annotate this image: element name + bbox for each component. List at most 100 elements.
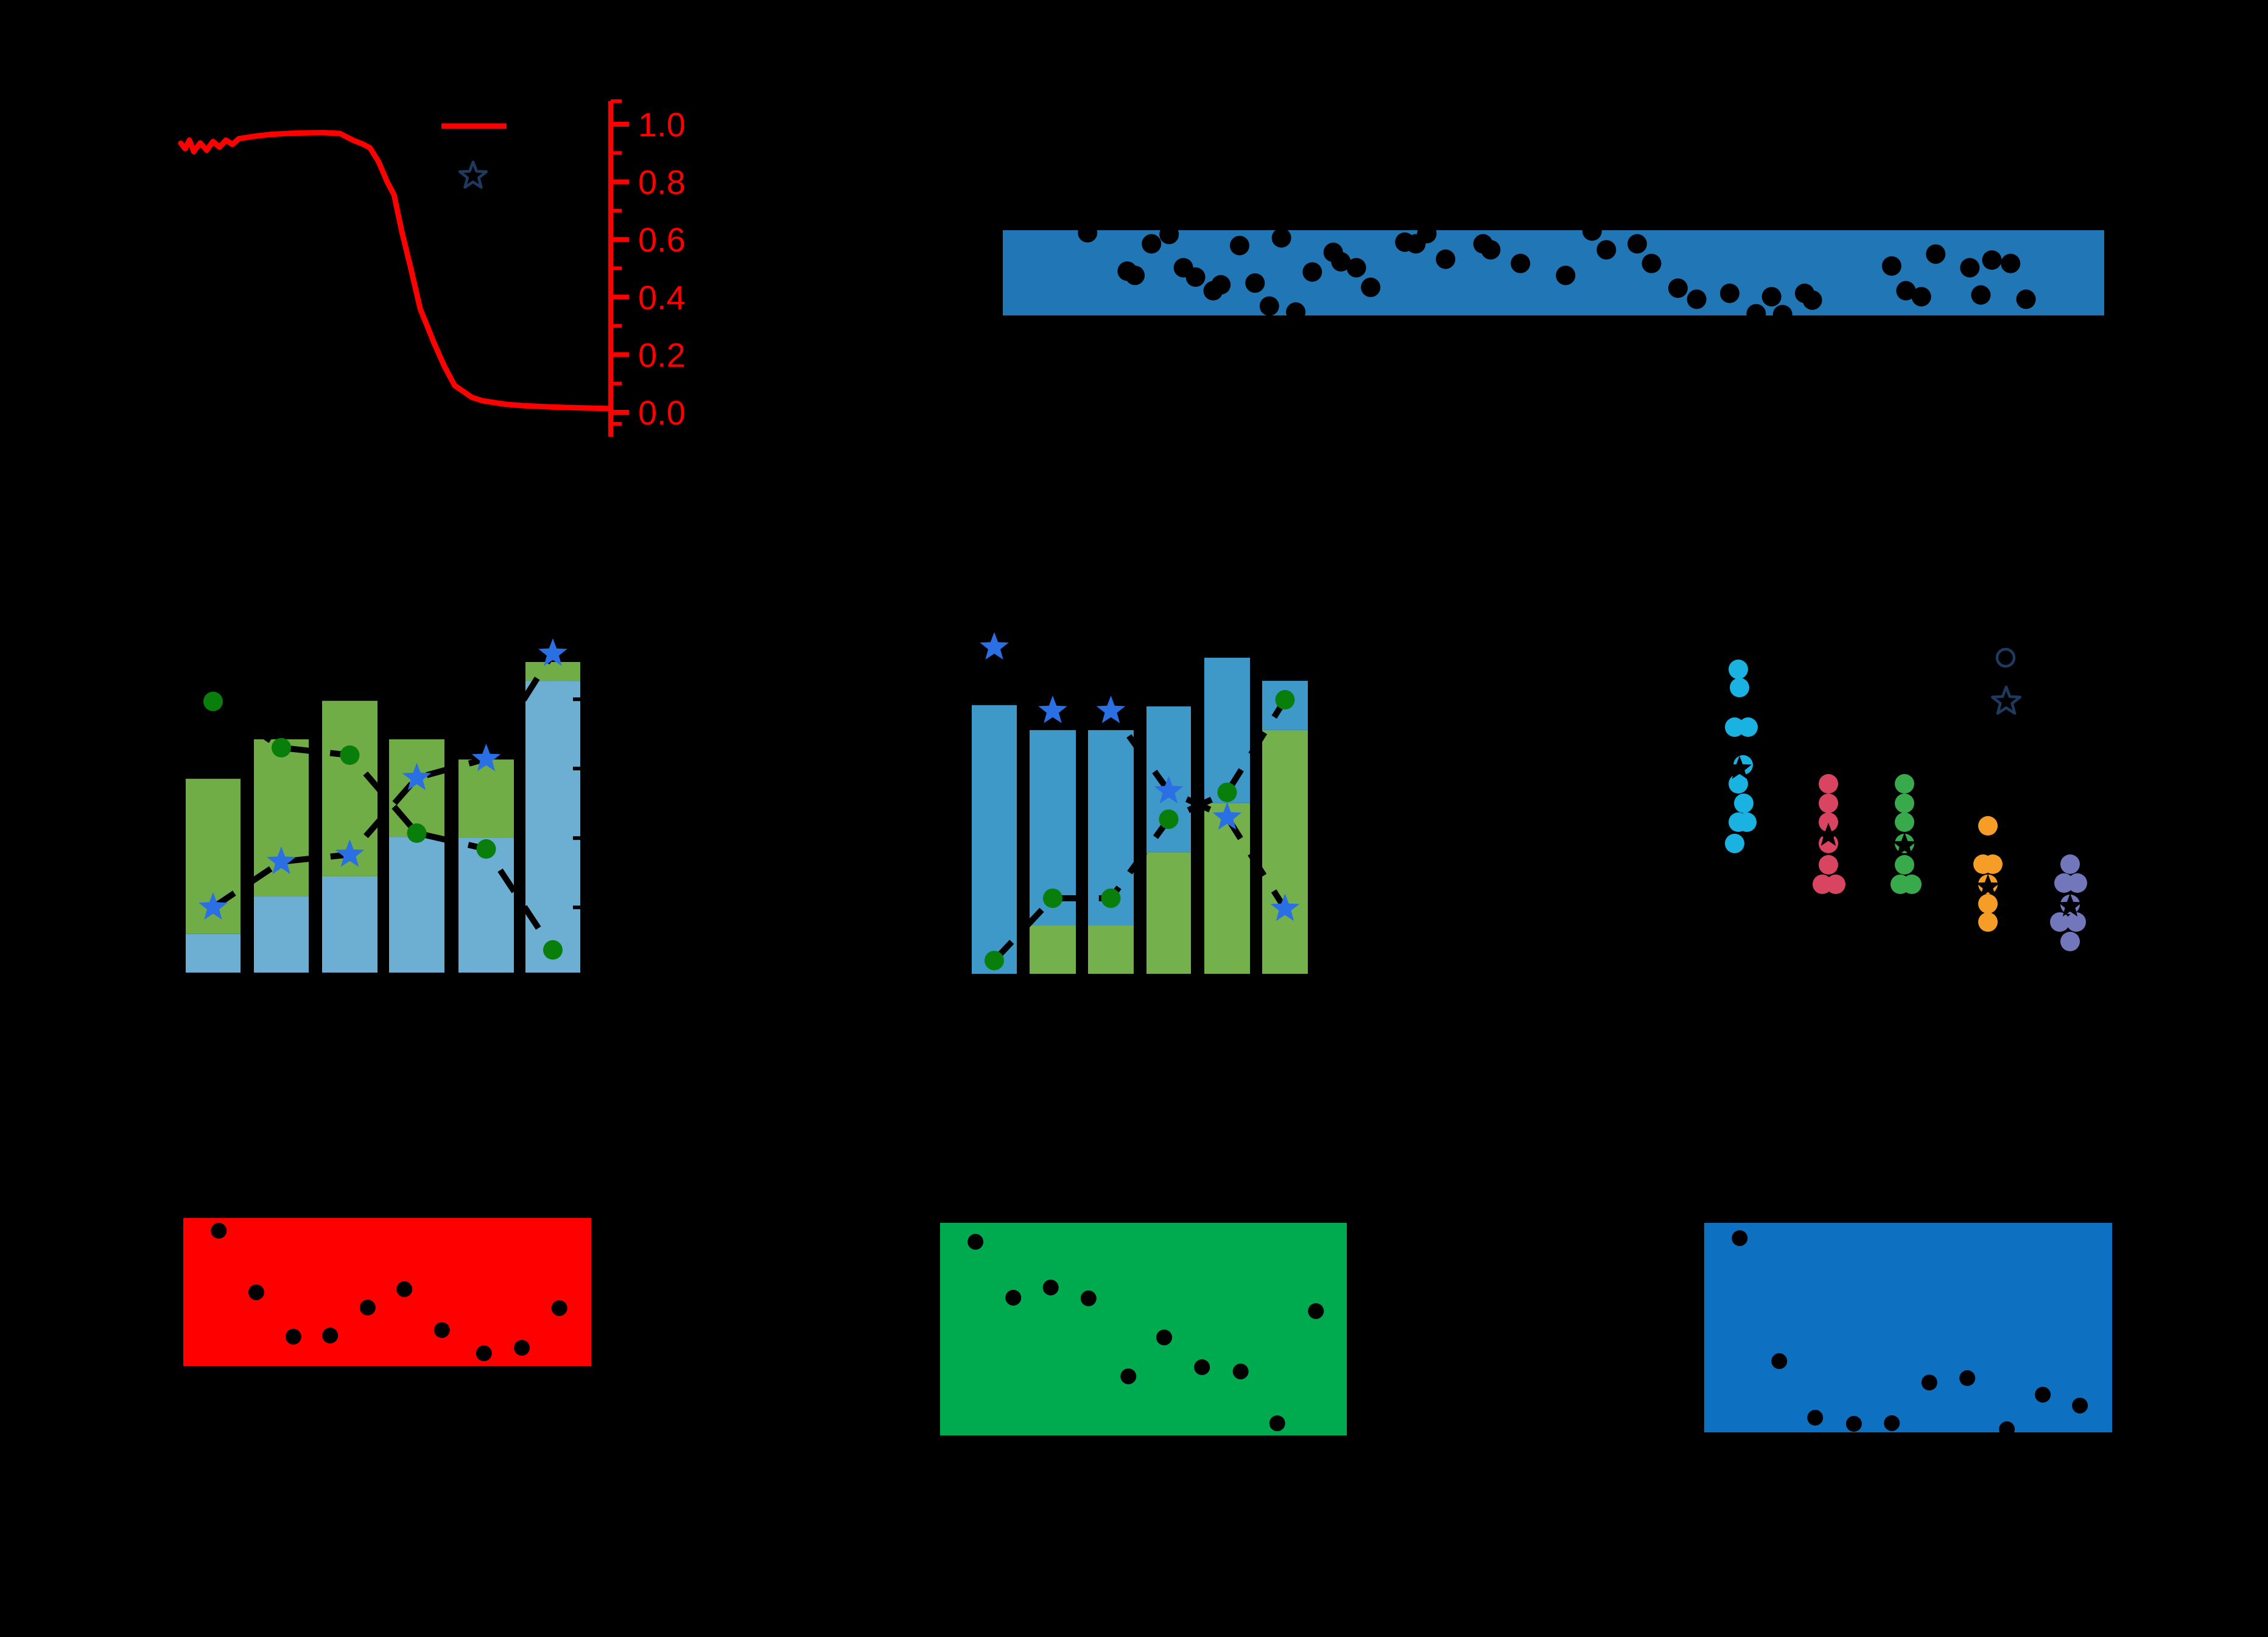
group-3-mean-star: [1892, 833, 1917, 856]
green-dot-marker: [1159, 809, 1179, 829]
band-dot: [1556, 266, 1576, 286]
blue-box-dot: [2035, 1387, 2051, 1403]
blue-bottom-segment: [458, 837, 514, 973]
band-dot: [1436, 249, 1456, 269]
group-5-mean-star: [2058, 893, 2082, 917]
band-dot: [1331, 252, 1351, 272]
green-box-dot: [1308, 1303, 1324, 1319]
green-bottom-segment: [1262, 730, 1308, 974]
green-bottom-segment: [1204, 803, 1250, 974]
red-box-dot: [322, 1327, 339, 1343]
red-box-dot: [359, 1300, 376, 1316]
group-3-dot: [1895, 794, 1914, 813]
green-box-dot: [1120, 1368, 1137, 1384]
tick-label: 0.2: [638, 336, 686, 374]
blue-star-marker: [402, 762, 432, 790]
red-box-dot: [211, 1222, 227, 1239]
panel-dot-band: [1003, 221, 2104, 325]
band-dot: [1302, 262, 1322, 282]
group-3-dot: [1895, 855, 1914, 875]
group-1-dot: [1730, 678, 1749, 697]
band-dot: [1960, 258, 1980, 278]
band-dot: [1668, 278, 1688, 298]
band-dot: [1185, 267, 1206, 287]
band-dot: [1142, 234, 1162, 254]
green-dot-marker: [340, 745, 360, 765]
blue-star-marker: [198, 892, 228, 920]
tick-label: 0.4: [638, 278, 686, 317]
green-dot-marker: [476, 839, 496, 859]
green-box-dot: [1156, 1329, 1173, 1346]
band-dot: [1896, 281, 1916, 301]
red-box-dot: [248, 1284, 264, 1300]
blue-bottom-segment: [186, 934, 240, 973]
band-dot: [1596, 240, 1617, 260]
blue-star-marker: [1270, 893, 1300, 921]
green-dot-marker: [203, 691, 223, 711]
green-box: [940, 1223, 1347, 1435]
band-dot: [1361, 277, 1381, 297]
blue-box-dot: [1959, 1370, 1976, 1386]
group-2-dot: [1819, 774, 1838, 794]
panel-stacked-bars-center: [972, 632, 1308, 974]
band-dot: [2001, 253, 2021, 273]
green-box-dot: [1232, 1363, 1249, 1379]
band-dot: [1881, 256, 1901, 276]
group-3-dot: [1895, 774, 1914, 794]
band-dot: [1245, 273, 1265, 293]
blue-star-marker: [1096, 695, 1126, 723]
tick-label: 0.6: [638, 220, 686, 259]
tick-label: 1.0: [638, 105, 686, 144]
blue-star-marker: [471, 744, 501, 772]
group-5-dot: [2066, 912, 2086, 932]
group-1-dot: [1729, 774, 1748, 794]
band-dot: [1982, 250, 2002, 270]
band-dot: [1481, 240, 1501, 260]
red-box-dot: [514, 1340, 530, 1356]
band-dot: [1971, 285, 1991, 305]
band-dot: [1125, 266, 1145, 286]
blue-star-marker: [1154, 776, 1184, 804]
green-box-dot: [1005, 1289, 1022, 1306]
green-top-segment: [389, 739, 444, 837]
green-dot-marker: [407, 823, 427, 843]
blue-star-trend-line: [992, 645, 1288, 910]
green-bottom-segment: [1030, 925, 1076, 974]
group-3-dot: [1902, 875, 1922, 894]
panel-decay-curve: 1.0 0.8 0.6 0.4 0.2 0.0: [178, 99, 686, 437]
group-4-dot: [1978, 816, 1998, 836]
band-dot: [1417, 224, 1437, 244]
group-2-dot: [1819, 812, 1838, 832]
group-4-dot: [1983, 854, 2003, 874]
blue-star-marker: [335, 839, 365, 867]
group-1-dot: [1725, 717, 1744, 737]
blue-star-marker: [267, 846, 296, 875]
green-dot-marker: [1217, 783, 1237, 803]
blue-top-segment: [972, 705, 1017, 974]
group-4-dot: [1978, 894, 1998, 914]
red-box-dot: [285, 1328, 301, 1345]
group-4-dot: [1978, 912, 1998, 932]
band-dot: [1286, 302, 1306, 322]
band-dot: [1911, 287, 1931, 307]
blue-bottom-segment: [254, 896, 309, 973]
green-dot-trend-line: [992, 698, 1288, 963]
group-5-dot: [2060, 854, 2080, 874]
tick-label: 0.0: [638, 393, 686, 432]
group-2-dot: [1826, 875, 1845, 894]
band-dot: [1926, 244, 1946, 264]
panel-scatter-boxes: [183, 1218, 2112, 1437]
blue-star-marker: [538, 638, 567, 666]
band-dot: [1582, 221, 1602, 241]
group-1-dot: [1729, 660, 1748, 679]
group-5-dot: [2068, 873, 2087, 893]
band-dot: [1259, 296, 1279, 316]
group-1-dot: [1738, 717, 1758, 737]
band-dot: [1078, 223, 1098, 243]
group-2-dot: [1819, 855, 1838, 875]
band-dot: [2016, 289, 2036, 309]
group-4-mean-star: [1976, 874, 2000, 897]
blue-box-dot: [1771, 1353, 1788, 1370]
blue-box-dot: [1999, 1421, 2015, 1437]
